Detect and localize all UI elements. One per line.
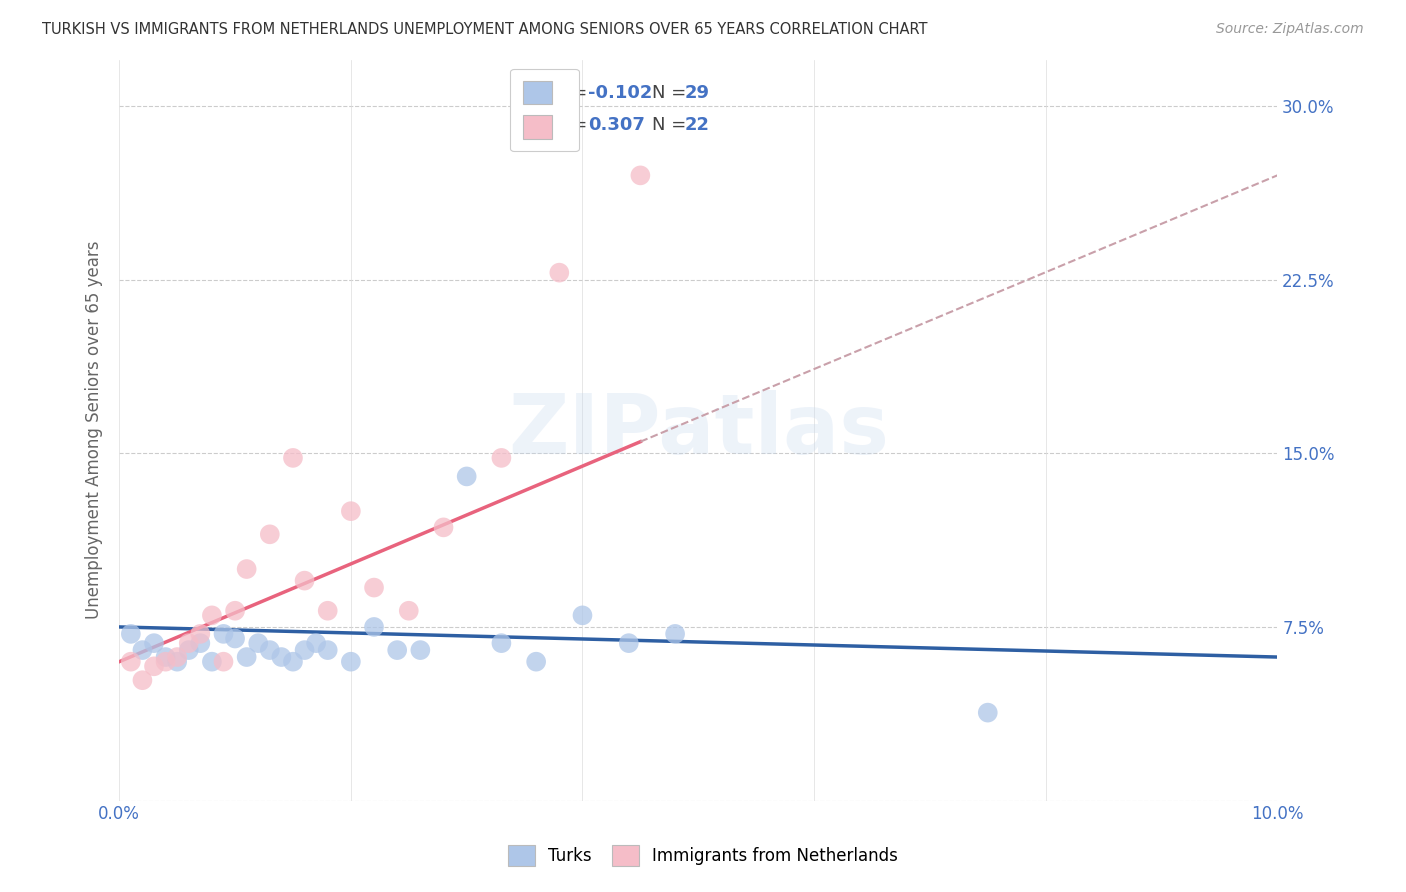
Point [188,627,211,641]
Point [398,604,420,618]
Point [224,604,246,618]
Point [363,620,385,634]
Point [166,655,188,669]
Text: -0.102: -0.102 [588,84,652,102]
Text: R =: R = [554,116,586,134]
Text: ZIPatlas: ZIPatlas [508,390,889,471]
Point [524,655,547,669]
Point [491,450,513,465]
Point [131,673,153,688]
Point [977,706,1000,720]
Text: 29: 29 [685,84,710,102]
Point [432,520,454,534]
Point [281,450,304,465]
Point [491,636,513,650]
Point [281,655,304,669]
Point [628,169,651,183]
Point [131,643,153,657]
Point [385,643,408,657]
Point [409,643,432,657]
Point [548,266,571,280]
Point [316,643,339,657]
Point [456,469,478,483]
Point [316,604,339,618]
Legend: Turks, Immigrants from Netherlands: Turks, Immigrants from Netherlands [501,837,905,875]
Point [617,636,640,650]
Y-axis label: Unemployment Among Seniors over 65 years: Unemployment Among Seniors over 65 years [86,241,103,619]
Point [224,632,246,646]
Point [212,627,235,641]
Point [120,655,142,669]
Point [201,608,224,623]
Point [155,650,177,665]
Legend: , : , [510,69,579,151]
Point [270,650,292,665]
Text: R =: R = [554,84,586,102]
Point [235,562,257,576]
Text: TURKISH VS IMMIGRANTS FROM NETHERLANDS UNEMPLOYMENT AMONG SENIORS OVER 65 YEARS : TURKISH VS IMMIGRANTS FROM NETHERLANDS U… [42,22,928,37]
Text: N =: N = [652,84,686,102]
Point [143,659,166,673]
Point [188,636,211,650]
Point [120,627,142,641]
Point [340,504,363,518]
Text: N =: N = [652,116,686,134]
Point [212,655,235,669]
Point [155,655,177,669]
Text: Source: ZipAtlas.com: Source: ZipAtlas.com [1216,22,1364,37]
Point [340,655,363,669]
Text: 22: 22 [685,116,710,134]
Point [247,636,270,650]
Point [259,527,281,541]
Point [166,650,188,665]
Point [294,574,316,588]
Point [294,643,316,657]
Point [177,636,200,650]
Point [571,608,593,623]
Text: 0.307: 0.307 [588,116,645,134]
Point [305,636,328,650]
Point [143,636,166,650]
Point [259,643,281,657]
Point [201,655,224,669]
Point [235,650,257,665]
Point [177,643,200,657]
Point [664,627,686,641]
Point [363,581,385,595]
